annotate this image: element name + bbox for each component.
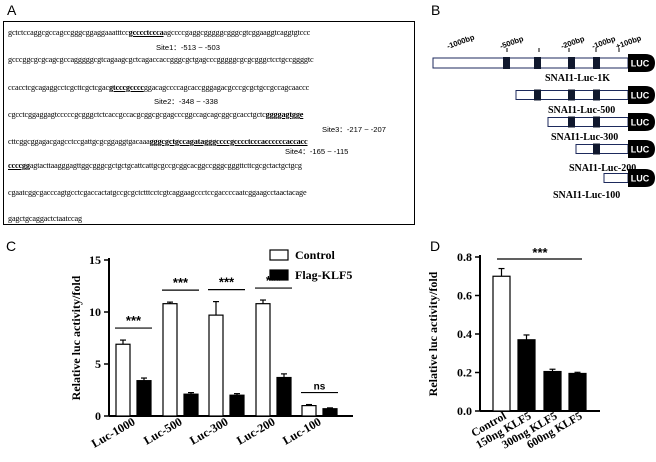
y-axis-label: Relative luc activity/fold bbox=[426, 271, 440, 396]
legend-swatch bbox=[269, 249, 289, 261]
y-tick-label: 0 bbox=[95, 409, 101, 423]
luc-label: LUC bbox=[631, 59, 650, 69]
binding-site-segment: gcccctccca bbox=[128, 28, 164, 37]
luc-label: LUC bbox=[631, 145, 650, 155]
luc-reporter-block bbox=[628, 113, 655, 131]
luc-label: LUC bbox=[631, 91, 650, 101]
luc-reporter-block bbox=[628, 54, 655, 72]
construct-label: SNAI1-Luc-500 bbox=[548, 105, 615, 116]
construct-label: SNAI1-Luc-1K bbox=[545, 73, 610, 84]
binding-site-block bbox=[593, 143, 600, 155]
y-tick-label: 0.8 bbox=[457, 250, 472, 264]
legend-swatch bbox=[269, 269, 289, 281]
bar bbox=[543, 370, 562, 412]
legend-label: Flag-KLF5 bbox=[295, 268, 352, 282]
sequence-line: gctctccaggcgccagccgggcggaggaaatttccgcccc… bbox=[8, 28, 310, 38]
sequence-line: cttcggcggagacgagcctccgattgcgcggaggtgacaa… bbox=[8, 137, 308, 147]
sequence-line: ccccggagtacttaagggagttggcgggcgctgctgcatt… bbox=[8, 161, 302, 171]
sequence-segment: cttcggcggagacgagcctccgattgcgcggaggtgacaa… bbox=[8, 137, 150, 146]
y-tick-label: 0.0 bbox=[457, 404, 472, 418]
binding-site-segment: gggcgctgccagatagggccccgcccctcccaccccccac… bbox=[149, 137, 308, 146]
binding-site-block bbox=[568, 57, 575, 69]
binding-site-segment: ccccgg bbox=[8, 161, 30, 170]
sequence-segment: ggacagccccagcaccgggagacgcccgcgctgccgccag… bbox=[143, 83, 310, 92]
significance-label: *** bbox=[219, 275, 235, 290]
construct-label: SNAI1-Luc-100 bbox=[553, 190, 620, 201]
panel-label-b: B bbox=[431, 2, 441, 18]
luc-reporter-block bbox=[628, 169, 655, 187]
significance-label: ns bbox=[314, 382, 326, 393]
site-annotation: Site3：-217 ~ -207 bbox=[322, 125, 386, 134]
y-tick-label: 0.6 bbox=[457, 289, 472, 303]
sequence-segment: gcccggcgcgcagcgccagggggcgtcagaagcgctcaga… bbox=[8, 55, 314, 64]
y-axis-label: Relative luc activity/fold bbox=[69, 275, 83, 400]
binding-site-block bbox=[593, 89, 600, 101]
binding-site-block bbox=[568, 116, 575, 128]
bar bbox=[568, 372, 587, 412]
binding-site-block bbox=[593, 57, 600, 69]
luc-reporter-block bbox=[628, 86, 655, 104]
panel-label-c: C bbox=[6, 238, 17, 254]
binding-site-segment: ggggagtgge bbox=[265, 110, 304, 119]
site-annotation: Site4：-165 ~ -115 bbox=[285, 147, 349, 156]
binding-site-block bbox=[568, 89, 575, 101]
binding-site-block bbox=[503, 57, 510, 69]
significance-label: *** bbox=[532, 245, 548, 260]
luc-label: LUC bbox=[631, 174, 650, 184]
y-tick-label: 15 bbox=[89, 253, 101, 267]
sequence-line: ccacctcgcagaggcctcgcttcgctcgacgtcccgcccc… bbox=[8, 83, 309, 93]
y-tick-label: 0.2 bbox=[457, 366, 472, 380]
significance-label: *** bbox=[126, 313, 142, 328]
promoter-sequence-box: gctctccaggcgccagccgggcggaggaaatttccgcccc… bbox=[3, 21, 415, 225]
binding-site-segment: gtcccgcccc bbox=[108, 83, 144, 92]
panel-label-a: A bbox=[7, 2, 17, 18]
sequence-segment: agccccgaggcgggggcgggcgtcggaaggtcaggtgtcc… bbox=[163, 28, 311, 37]
y-tick-label: 0.4 bbox=[457, 327, 472, 341]
luc-reporter-block bbox=[628, 140, 655, 158]
sequence-segment: cgcctcggaggagtcccccgcgggctctcaccgccacgcg… bbox=[8, 110, 266, 119]
binding-site-block bbox=[593, 116, 600, 128]
legend-label: Control bbox=[295, 248, 335, 262]
bar bbox=[492, 275, 511, 412]
sequence-segment: agtacttaagggagttggcgggcgctgctgcattcattgc… bbox=[29, 161, 302, 170]
panel-label-d: D bbox=[430, 238, 441, 254]
sequence-segment: cgaatcggcgacccagtgcctcgaccactatgccgcgctc… bbox=[8, 188, 307, 197]
site-annotation: Site1：-513 ~ -503 bbox=[156, 43, 220, 52]
binding-site-block bbox=[534, 57, 541, 69]
significance-label: *** bbox=[173, 275, 189, 290]
construct-label: SNAI1-Luc-300 bbox=[551, 132, 618, 143]
y-tick-label: 5 bbox=[95, 357, 101, 371]
sequence-line: cgcctcggaggagtcccccgcgggctctcaccgccacgcg… bbox=[8, 110, 303, 120]
sequence-segment: gctctccaggcgccagccgggcggaggaaatttcc bbox=[8, 28, 129, 37]
y-tick-label: 10 bbox=[89, 305, 101, 319]
sequence-segment: gagctgcaggactctaatccag bbox=[8, 214, 82, 223]
sequence-line: gcccggcgcgcagcgccagggggcgtcagaagcgctcaga… bbox=[8, 55, 314, 65]
binding-site-block bbox=[534, 89, 541, 101]
sequence-segment: ccacctcgcagaggcctcgcttcgctcgac bbox=[8, 83, 109, 92]
luc-label: LUC bbox=[631, 118, 650, 128]
bar bbox=[517, 339, 536, 412]
construct-label: SNAI1-Luc-200 bbox=[569, 163, 636, 174]
sequence-line: cgaatcggcgacccagtgcctcgaccactatgccgcgctc… bbox=[8, 188, 307, 198]
site-annotation: Site2：-348 ~ -338 bbox=[154, 97, 218, 106]
sequence-line: gagctgcaggactctaatccag bbox=[8, 214, 82, 224]
